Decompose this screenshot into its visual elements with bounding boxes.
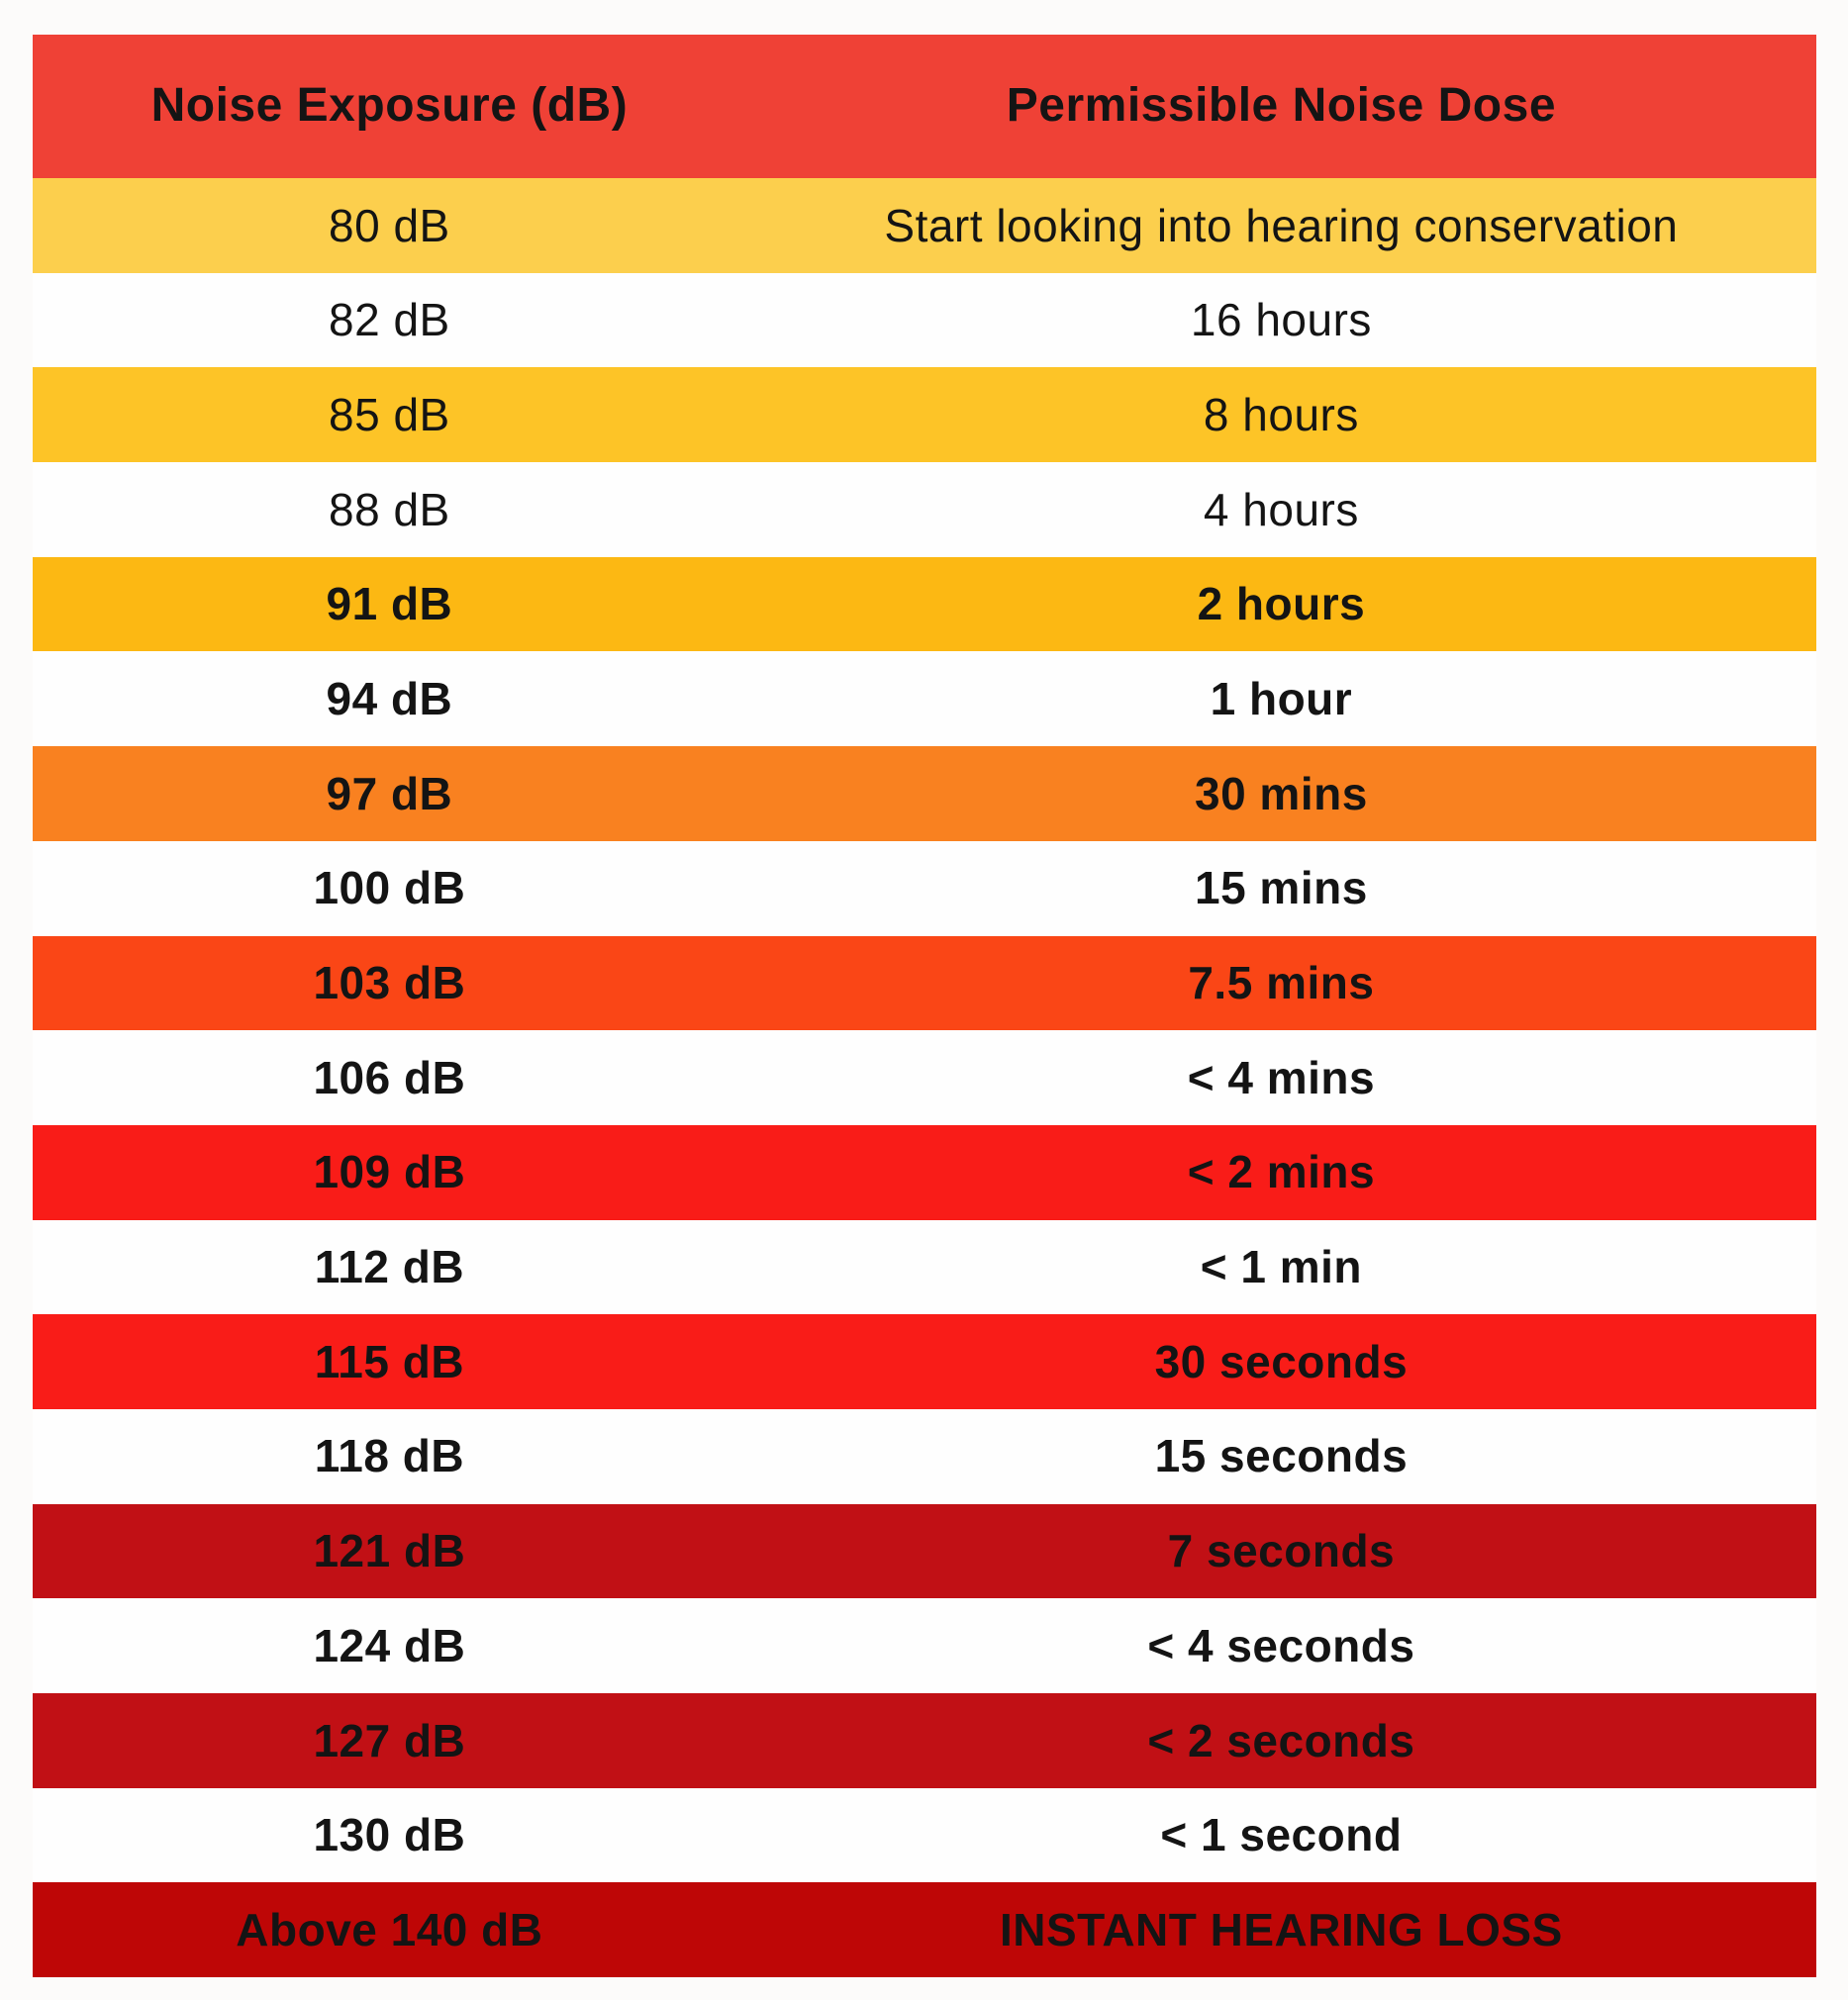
noise-exposure-cell: 82 dB [329, 294, 450, 346]
noise-dose-cell: 15 seconds [1154, 1430, 1409, 1482]
table-row: 100 dB 15 mins [33, 840, 1816, 936]
noise-dose-cell: 15 mins [1194, 862, 1368, 914]
noise-exposure-cell: 85 dB [329, 388, 450, 440]
noise-dose-cell: < 4 mins [1187, 1051, 1376, 1103]
table-row: 112 dB < 1 min [33, 1219, 1816, 1315]
noise-exposure-cell: 80 dB [329, 199, 450, 251]
table-row: 97 dB 30 mins [33, 746, 1816, 841]
noise-exposure-cell: 115 dB [314, 1335, 465, 1387]
noise-dose-cell: 8 hours [1203, 388, 1359, 440]
noise-dose-cell: 16 hours [1190, 294, 1372, 346]
noise-dose-cell: INSTANT HEARING LOSS [999, 1903, 1563, 1955]
noise-exposure-cell: 91 dB [326, 578, 453, 630]
table-row: 85 dB 8 hours [33, 367, 1816, 463]
table-row: 130 dB < 1 second [33, 1787, 1816, 1883]
table-row: 82 dB 16 hours [33, 272, 1816, 368]
noise-exposure-table: Noise Exposure (dB) Permissible Noise Do… [33, 35, 1816, 1978]
table-body: 80 dB Start looking into hearing conserv… [33, 178, 1816, 1978]
table-row: 80 dB Start looking into hearing conserv… [33, 178, 1816, 273]
header-noise-exposure: Noise Exposure (dB) [150, 79, 629, 133]
noise-exposure-cell: 94 dB [326, 672, 453, 724]
noise-dose-cell: Start looking into hearing conservation [884, 199, 1679, 251]
noise-dose-cell: < 1 min [1200, 1241, 1363, 1293]
noise-exposure-cell: 103 dB [313, 957, 466, 1009]
table-header-row: Noise Exposure (dB) Permissible Noise Do… [33, 35, 1816, 178]
noise-exposure-cell: 127 dB [313, 1714, 466, 1766]
noise-exposure-cell: 118 dB [314, 1430, 465, 1482]
noise-dose-cell: 2 hours [1197, 578, 1366, 630]
noise-exposure-cell: 121 dB [313, 1525, 466, 1577]
noise-dose-cell: < 1 second [1160, 1809, 1403, 1861]
noise-dose-cell: 4 hours [1203, 483, 1359, 535]
noise-dose-cell: 7.5 mins [1188, 957, 1375, 1009]
table-row: 91 dB 2 hours [33, 556, 1816, 652]
noise-dose-cell: < 2 mins [1187, 1146, 1376, 1198]
noise-exposure-cell: 112 dB [314, 1241, 465, 1293]
noise-exposure-cell: 97 dB [326, 767, 453, 819]
noise-dose-cell: < 4 seconds [1147, 1619, 1415, 1671]
noise-exposure-cell: 106 dB [313, 1051, 466, 1103]
noise-dose-cell: 30 mins [1194, 767, 1368, 819]
table-row: 118 dB 15 seconds [33, 1408, 1816, 1504]
noise-dose-cell: < 2 seconds [1147, 1714, 1415, 1766]
table-row: 121 dB 7 seconds [33, 1503, 1816, 1599]
table-row: 94 dB 1 hour [33, 651, 1816, 747]
table-row: 103 dB 7.5 mins [33, 935, 1816, 1031]
noise-exposure-cell: 88 dB [329, 483, 450, 535]
noise-exposure-cell: 124 dB [313, 1619, 466, 1671]
noise-dose-cell: 1 hour [1210, 672, 1353, 724]
noise-exposure-cell: 109 dB [313, 1146, 466, 1198]
table-row: 88 dB 4 hours [33, 462, 1816, 557]
table-row: Above 140 dB INSTANT HEARING LOSS [33, 1882, 1816, 1978]
noise-exposure-cell: Above 140 dB [236, 1903, 543, 1955]
noise-exposure-cell: 130 dB [313, 1809, 466, 1861]
table-row: 109 dB < 2 mins [33, 1124, 1816, 1220]
table-row: 115 dB 30 seconds [33, 1314, 1816, 1409]
table-row: 124 dB < 4 seconds [33, 1598, 1816, 1693]
noise-exposure-cell: 100 dB [313, 862, 466, 914]
table-row: 127 dB < 2 seconds [33, 1693, 1816, 1788]
noise-dose-cell: 30 seconds [1154, 1335, 1409, 1387]
table-row: 106 dB < 4 mins [33, 1030, 1816, 1125]
header-permissible-noise-dose: Permissible Noise Dose [1006, 79, 1557, 133]
noise-dose-cell: 7 seconds [1167, 1525, 1396, 1577]
